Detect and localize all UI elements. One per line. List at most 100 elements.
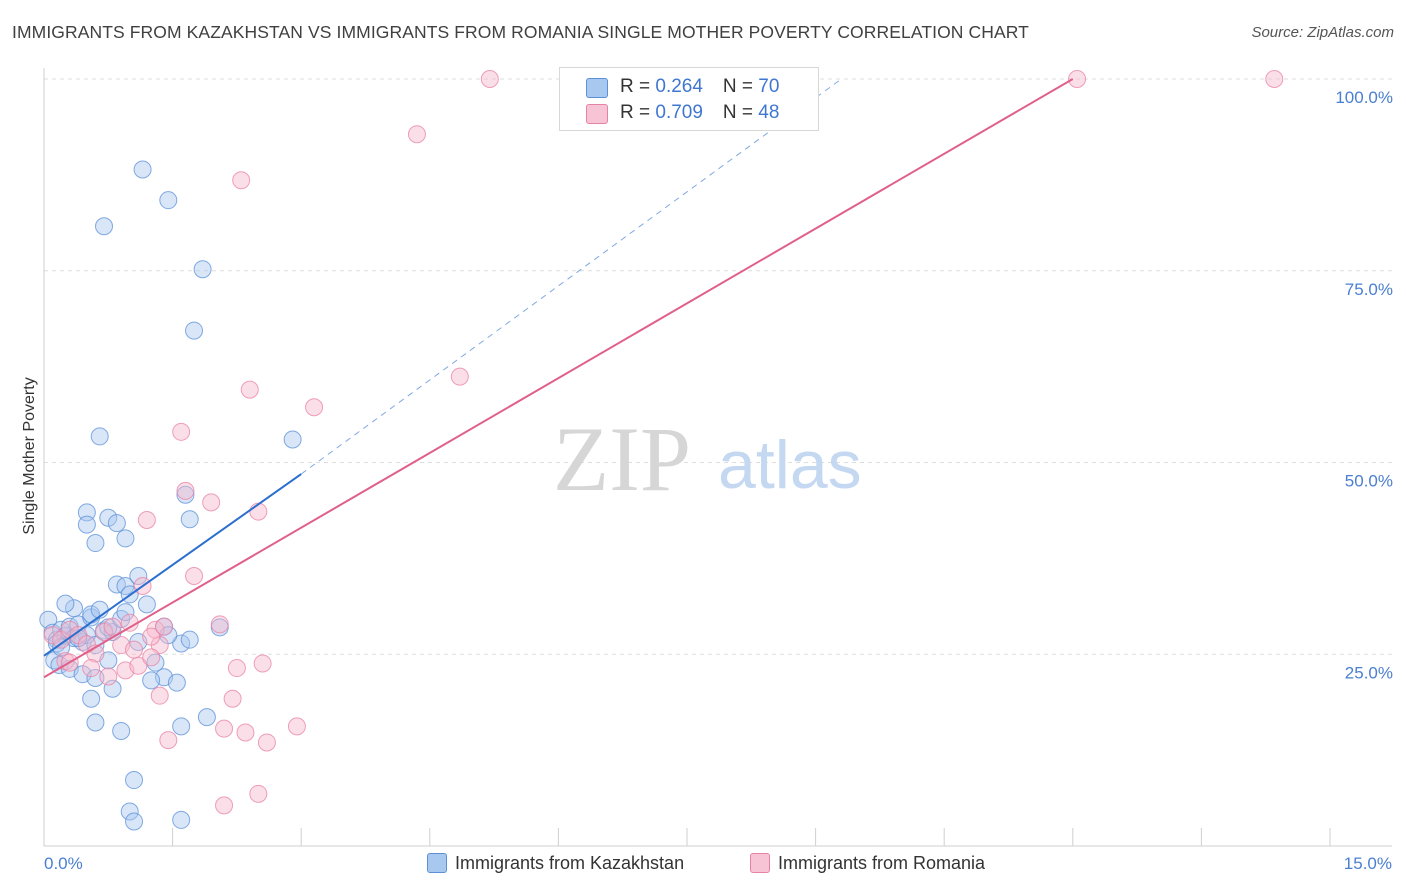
- point-kazakhstan: [77, 515, 96, 534]
- point-romania: [249, 784, 268, 803]
- point-romania: [172, 422, 191, 441]
- point-kazakhstan: [99, 508, 118, 527]
- legend-text-kazakhstan: R = 0.264 N = 70: [620, 76, 779, 98]
- point-romania: [142, 648, 161, 667]
- x-tick-label-max: 15.0%: [1344, 854, 1392, 873]
- y-axis-label: Single Mother Poverty: [21, 377, 38, 534]
- x-ticks: [43, 828, 1331, 846]
- point-kazakhstan: [137, 595, 156, 614]
- point-kazakhstan: [77, 503, 96, 522]
- point-kazakhstan: [56, 594, 75, 613]
- point-romania: [236, 723, 255, 742]
- point-kazakhstan: [82, 689, 101, 708]
- point-romania: [125, 640, 144, 659]
- trend-line-romania: [43, 78, 1074, 679]
- point-romania: [176, 481, 195, 500]
- point-romania: [215, 719, 234, 738]
- point-romania: [185, 567, 204, 586]
- data-points: [39, 70, 1284, 831]
- watermark: ZIP atlas: [553, 408, 862, 510]
- point-kazakhstan: [176, 485, 195, 504]
- point-kazakhstan: [65, 599, 84, 618]
- point-kazakhstan: [112, 721, 131, 740]
- point-romania: [232, 171, 251, 190]
- n-label: N =: [722, 102, 759, 123]
- point-kazakhstan: [86, 534, 105, 553]
- point-kazakhstan: [125, 771, 144, 790]
- point-kazakhstan: [142, 671, 161, 690]
- watermark-atlas: atlas: [718, 427, 862, 503]
- grid-lines: [44, 78, 1392, 655]
- point-romania: [305, 398, 324, 417]
- point-kazakhstan: [129, 567, 148, 586]
- point-kazakhstan: [116, 529, 135, 548]
- point-kazakhstan: [283, 430, 302, 449]
- point-romania: [103, 617, 122, 636]
- point-romania: [99, 667, 118, 686]
- y-tick-labels: 25.0% 50.0% 75.0% 100.0%: [1335, 88, 1393, 682]
- point-romania: [1265, 70, 1284, 88]
- point-kazakhstan: [52, 638, 71, 657]
- point-romania: [287, 717, 306, 736]
- point-romania: [95, 623, 114, 642]
- point-romania: [407, 125, 426, 144]
- legend-swatch-kazakhstan: [586, 78, 608, 98]
- trend-lines: [43, 78, 1074, 679]
- point-romania: [240, 380, 259, 399]
- point-kazakhstan: [125, 812, 144, 831]
- point-romania: [1068, 70, 1087, 88]
- point-romania: [210, 615, 229, 634]
- chart-title: IMMIGRANTS FROM KAZAKHSTAN VS IMMIGRANTS…: [12, 22, 1029, 42]
- point-romania: [155, 617, 174, 636]
- source-credit: Source: ZipAtlas.com: [1251, 24, 1394, 41]
- r-label: R =: [620, 102, 656, 123]
- point-romania: [253, 654, 272, 673]
- point-romania: [82, 659, 101, 678]
- point-romania: [215, 796, 234, 815]
- point-romania: [450, 367, 469, 386]
- point-kazakhstan: [120, 802, 139, 821]
- axes: [43, 68, 1392, 847]
- trend-extension-kazakhstan: [300, 78, 842, 475]
- r-label: R =: [620, 76, 656, 97]
- point-romania: [480, 70, 499, 88]
- point-kazakhstan: [180, 510, 199, 529]
- point-romania: [223, 689, 242, 708]
- point-romania: [43, 626, 62, 645]
- bottom-legend-swatch-romania: [750, 853, 770, 873]
- point-kazakhstan: [180, 630, 199, 649]
- bottom-legend-label-romania: Immigrants from Romania: [778, 853, 986, 873]
- y-tick-label: 50.0%: [1345, 472, 1393, 491]
- point-kazakhstan: [172, 717, 191, 736]
- point-kazakhstan: [86, 669, 105, 688]
- legend-swatch-romania: [586, 104, 608, 124]
- point-romania: [150, 686, 169, 705]
- point-romania: [249, 502, 268, 521]
- point-romania: [202, 493, 221, 512]
- point-kazakhstan: [133, 160, 152, 179]
- legend-text-romania: R = 0.709 N = 48: [620, 102, 779, 124]
- r-value-kazakhstan: 0.264: [655, 76, 703, 97]
- point-kazakhstan: [159, 191, 178, 210]
- n-value-romania: 48: [758, 102, 780, 123]
- point-romania: [159, 731, 178, 750]
- y-tick-label: 75.0%: [1345, 280, 1393, 299]
- point-kazakhstan: [107, 514, 126, 533]
- point-kazakhstan: [197, 708, 216, 727]
- point-kazakhstan: [172, 634, 191, 653]
- n-label: N =: [722, 76, 759, 97]
- point-kazakhstan: [193, 260, 212, 279]
- watermark-zip: ZIP: [553, 408, 691, 510]
- point-romania: [142, 627, 161, 646]
- point-romania: [227, 659, 246, 678]
- y-tick-label: 25.0%: [1345, 663, 1393, 682]
- r-value-romania: 0.709: [655, 102, 703, 123]
- point-kazakhstan: [185, 321, 204, 340]
- y-tick-label: 100.0%: [1335, 88, 1393, 107]
- point-kazakhstan: [116, 603, 135, 622]
- point-kazakhstan: [90, 427, 109, 446]
- bottom-legend-swatch-kazakhstan: [427, 853, 447, 873]
- x-tick-label-min: 0.0%: [44, 854, 83, 873]
- n-value-kazakhstan: 70: [758, 76, 780, 97]
